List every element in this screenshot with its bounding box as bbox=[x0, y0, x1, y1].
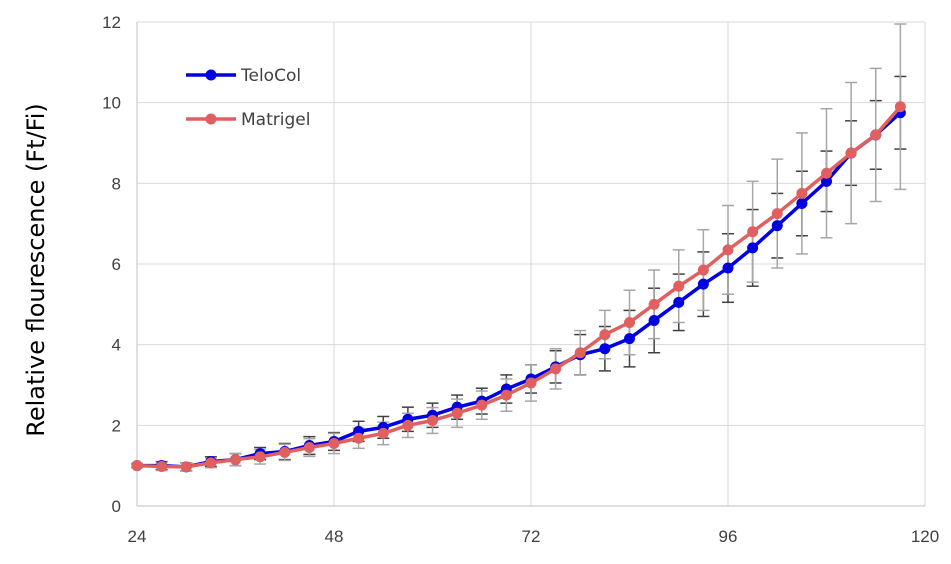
data-point-telocol bbox=[673, 296, 685, 308]
x-tick-label: 48 bbox=[325, 527, 344, 546]
data-point-telocol bbox=[771, 220, 783, 232]
x-tick-label: 72 bbox=[522, 527, 541, 546]
data-point-telocol bbox=[624, 333, 635, 345]
y-tick-label: 8 bbox=[112, 174, 121, 193]
data-point-matrigel bbox=[599, 329, 611, 341]
data-point-telocol bbox=[648, 314, 660, 326]
data-point-matrigel bbox=[870, 129, 882, 141]
y-tick-label: 12 bbox=[102, 13, 121, 32]
legend-marker bbox=[205, 69, 217, 81]
data-point-matrigel bbox=[353, 432, 365, 444]
legend-item-telocol: TeloCol bbox=[186, 66, 301, 86]
y-tick-label: 4 bbox=[112, 336, 121, 355]
data-point-telocol bbox=[722, 262, 734, 274]
data-point-matrigel bbox=[821, 167, 832, 179]
data-point-matrigel bbox=[894, 101, 906, 113]
legend-item-matrigel: Matrigel bbox=[186, 110, 310, 130]
data-point-matrigel bbox=[377, 427, 389, 439]
legend-marker bbox=[205, 113, 217, 125]
legend-label: Matrigel bbox=[241, 110, 310, 130]
y-axis-label: Relative flourescence (Ft/Fi) bbox=[22, 103, 50, 437]
series-line-telocol bbox=[137, 111, 902, 469]
data-point-matrigel bbox=[697, 264, 709, 276]
data-point-matrigel bbox=[624, 316, 635, 328]
data-point-matrigel bbox=[845, 147, 857, 159]
series-lines bbox=[131, 101, 906, 473]
data-point-matrigel bbox=[131, 460, 143, 472]
data-point-telocol bbox=[796, 198, 808, 209]
data-point-matrigel bbox=[796, 187, 808, 199]
data-point-telocol bbox=[821, 175, 832, 187]
data-point-telocol bbox=[599, 343, 611, 355]
y-tick-label: 10 bbox=[102, 94, 121, 113]
data-point-matrigel bbox=[180, 461, 192, 473]
data-point-matrigel bbox=[328, 437, 340, 449]
y-tick-label: 6 bbox=[112, 255, 121, 274]
legend: TeloCol Matrigel bbox=[186, 66, 310, 130]
data-point-matrigel bbox=[673, 280, 685, 292]
data-point-matrigel bbox=[205, 457, 217, 469]
data-point-matrigel bbox=[156, 460, 168, 472]
data-point-matrigel bbox=[722, 244, 734, 256]
data-point-matrigel bbox=[303, 442, 315, 454]
data-point-matrigel bbox=[550, 363, 562, 375]
x-tick-label: 120 bbox=[911, 527, 939, 546]
error-bars bbox=[131, 23, 907, 472]
data-point-matrigel bbox=[254, 451, 266, 463]
data-point-matrigel bbox=[771, 208, 783, 220]
data-point-matrigel bbox=[402, 419, 414, 431]
y-tick-label: 2 bbox=[112, 416, 121, 435]
data-point-matrigel bbox=[230, 454, 241, 466]
legend-label: TeloCol bbox=[240, 66, 301, 86]
data-point-matrigel bbox=[747, 226, 759, 238]
y-tick-label: 0 bbox=[112, 497, 121, 516]
data-point-matrigel bbox=[525, 377, 537, 389]
axes bbox=[136, 22, 925, 507]
data-point-matrigel bbox=[279, 446, 291, 458]
gridlines bbox=[137, 21, 926, 506]
data-point-matrigel bbox=[451, 407, 463, 419]
data-point-matrigel bbox=[500, 389, 512, 401]
data-point-matrigel bbox=[476, 399, 488, 411]
x-tick-label: 24 bbox=[128, 527, 147, 546]
x-tick-label: 96 bbox=[719, 527, 738, 546]
data-point-telocol bbox=[697, 278, 709, 290]
data-point-telocol bbox=[747, 242, 759, 254]
data-point-matrigel bbox=[574, 347, 586, 359]
series-line-matrigel bbox=[136, 105, 902, 469]
data-point-matrigel bbox=[427, 414, 438, 426]
data-point-matrigel bbox=[648, 298, 660, 310]
